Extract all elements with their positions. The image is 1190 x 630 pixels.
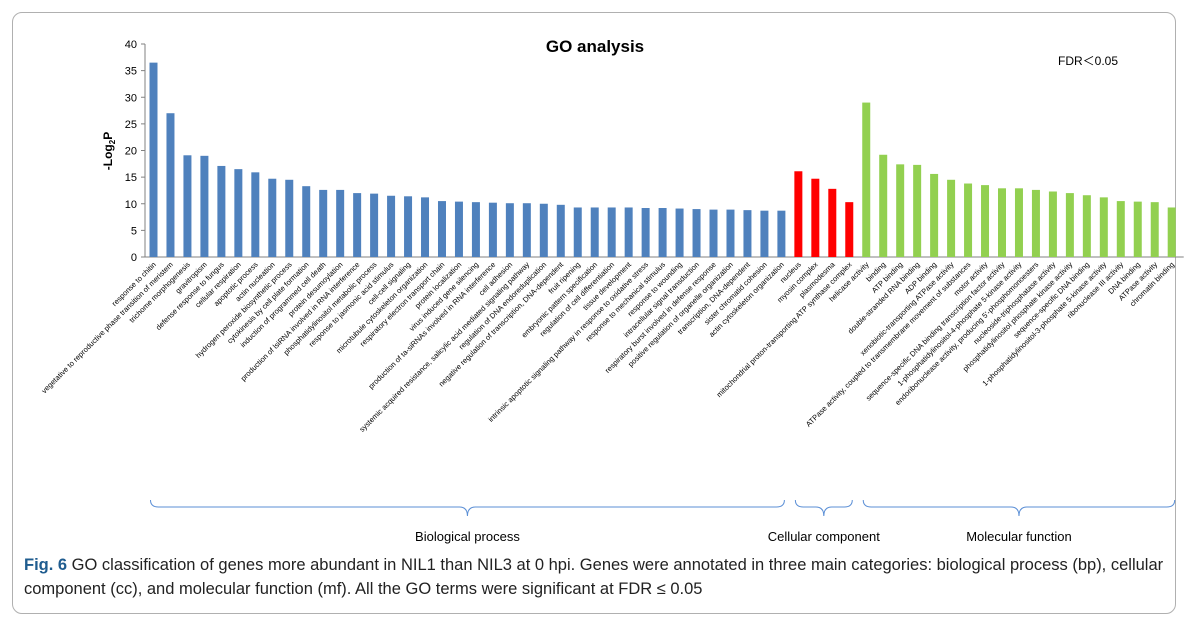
bar xyxy=(743,210,752,257)
bar xyxy=(302,186,311,257)
bar xyxy=(845,202,854,257)
bar xyxy=(268,178,277,257)
bar xyxy=(794,171,803,257)
y-tick-label: 0 xyxy=(131,252,137,264)
group-label: Biological process xyxy=(415,529,520,544)
bar xyxy=(556,204,565,257)
bar xyxy=(183,155,192,257)
bar xyxy=(709,209,718,257)
bar xyxy=(522,203,531,257)
bar xyxy=(828,188,837,257)
bar xyxy=(539,203,548,257)
figure-caption: Fig. 6 GO classification of genes more a… xyxy=(24,553,1164,601)
bar xyxy=(726,209,735,257)
bar xyxy=(149,62,158,258)
bar xyxy=(387,195,396,257)
bar xyxy=(505,203,514,257)
bar xyxy=(573,207,582,257)
group-bracket xyxy=(862,499,1176,517)
bar xyxy=(590,207,599,257)
bar xyxy=(930,173,939,257)
bar xyxy=(336,189,345,257)
y-axis-label-tail: P xyxy=(101,132,115,140)
bar xyxy=(641,208,650,257)
group-bracket xyxy=(794,499,853,517)
bar xyxy=(1031,189,1040,257)
group-label: Molecular function xyxy=(966,529,1072,544)
bar xyxy=(488,202,497,257)
bar xyxy=(1048,191,1057,257)
y-tick-label: 20 xyxy=(125,146,137,158)
bar xyxy=(1150,202,1159,257)
y-axis-label: -Log2P xyxy=(101,132,117,170)
bar xyxy=(879,154,888,257)
bars xyxy=(149,62,1176,258)
bar xyxy=(607,207,616,257)
bar xyxy=(421,197,430,257)
bar xyxy=(166,113,175,257)
y-tick-label: 40 xyxy=(125,39,137,51)
bar xyxy=(913,164,922,257)
fdr-annotation: FDR＜0.05 xyxy=(1058,54,1118,68)
y-tick-label: 25 xyxy=(125,119,137,131)
group-brackets: Biological process Cellular component Mole… xyxy=(150,499,1176,544)
bar xyxy=(1133,201,1142,257)
bar xyxy=(1014,188,1023,257)
bar xyxy=(319,189,328,257)
y-axis-label-main: -Log xyxy=(101,144,115,170)
group-label: Cellular component xyxy=(768,529,880,544)
y-tick-label: 5 xyxy=(131,225,137,237)
bar xyxy=(692,209,701,257)
bar xyxy=(370,193,379,257)
bar xyxy=(998,188,1006,257)
bar xyxy=(675,208,684,257)
y-tick-label: 15 xyxy=(125,172,137,184)
bar xyxy=(760,210,769,257)
group-bracket xyxy=(150,499,785,517)
bar xyxy=(471,202,480,257)
bar xyxy=(1167,207,1176,257)
bar xyxy=(285,179,294,257)
caption-label: Fig. 6 xyxy=(24,556,68,574)
y-tick-label: 10 xyxy=(125,199,137,211)
bar xyxy=(353,193,362,257)
bar xyxy=(454,201,463,257)
bar xyxy=(811,178,820,257)
bar xyxy=(1065,193,1074,257)
axes: 0 5 10 15 20 25 30 35 40 xyxy=(125,39,1184,264)
bar xyxy=(437,201,446,257)
bar xyxy=(658,208,667,257)
y-tick-label: 35 xyxy=(125,66,137,78)
bar xyxy=(1116,201,1125,257)
caption-text: GO classification of genes more abundant… xyxy=(24,556,1164,598)
x-tick-label: vegetative to reproductive phase transit… xyxy=(40,260,175,395)
bar xyxy=(217,165,226,257)
bar xyxy=(200,155,209,257)
bar xyxy=(777,210,786,257)
bar xyxy=(1082,195,1091,257)
bar xyxy=(234,169,243,257)
chart-title: GO analysis xyxy=(546,37,644,56)
bar xyxy=(1099,197,1108,257)
y-axis-label-subscript: 2 xyxy=(108,139,117,144)
go-bar-chart: GO analysis FDR＜0.05 -Log2P 0 5 10 15 20 25 30… xyxy=(40,37,1184,544)
bar xyxy=(404,196,413,257)
bar xyxy=(251,172,260,257)
bar xyxy=(964,183,973,257)
bar xyxy=(947,179,956,257)
bar xyxy=(624,207,633,257)
bar xyxy=(862,102,871,257)
figure-frame xyxy=(12,12,1176,614)
y-tick-label: 30 xyxy=(125,92,137,104)
bar xyxy=(896,164,905,257)
bar xyxy=(981,185,990,257)
